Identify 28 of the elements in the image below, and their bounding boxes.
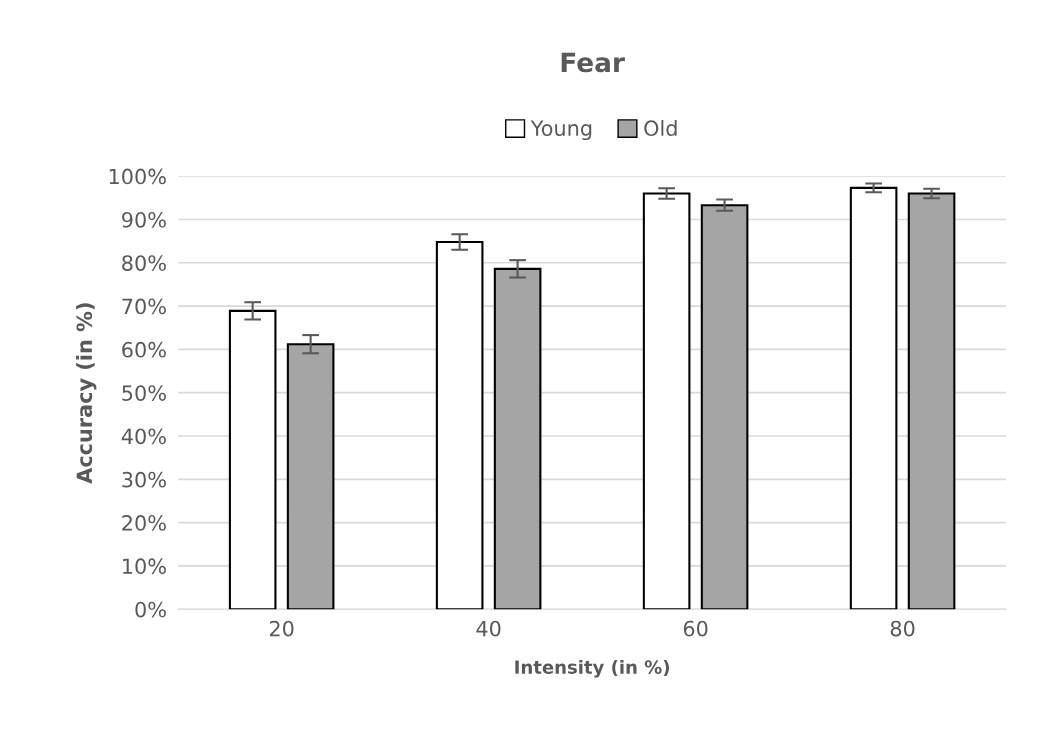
- y-tick-label: 10%: [123, 558, 166, 575]
- y-tick-label: 50%: [122, 385, 166, 401]
- legend-label: Young: [530, 120, 592, 141]
- bar: [849, 186, 898, 610]
- x-tick-label: 80: [890, 620, 915, 637]
- x-tick-label: 60: [683, 620, 708, 637]
- bar: [907, 192, 956, 610]
- y-tick-label: 100%: [109, 168, 166, 185]
- x-axis-title: Intensity (in %): [515, 659, 669, 678]
- chart-title: Fear: [561, 52, 625, 73]
- x-tick-label: 20: [269, 620, 294, 637]
- y-tick-label: 0%: [135, 601, 166, 618]
- legend-label: Old: [644, 119, 677, 137]
- y-tick-label: 40%: [121, 428, 166, 445]
- y-tick-label: 60%: [122, 341, 166, 358]
- bar: [286, 343, 335, 610]
- y-tick-label: 80%: [122, 255, 166, 271]
- bar: [493, 267, 542, 610]
- y-tick-label: 30%: [122, 471, 166, 488]
- bar: [435, 240, 484, 610]
- bar: [700, 204, 749, 610]
- x-tick-label: 40: [476, 620, 501, 637]
- y-tick-label: 90%: [122, 211, 166, 228]
- bar: [642, 192, 691, 610]
- y-tick-label: 70%: [122, 298, 166, 315]
- bar: [228, 309, 277, 610]
- y-tick-label: 20%: [122, 515, 166, 531]
- y-axis-title: Accuracy (in %): [76, 303, 97, 484]
